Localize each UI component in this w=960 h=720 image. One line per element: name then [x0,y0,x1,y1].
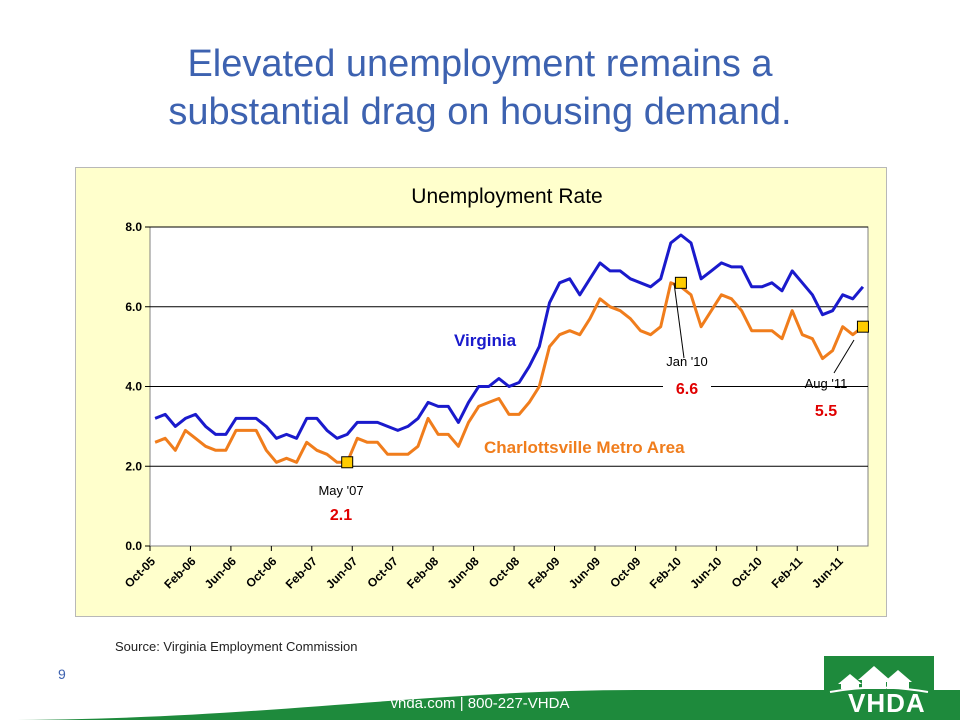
annotation-marker [341,456,354,469]
x-tick-label: Feb-08 [404,554,441,591]
footer-bar [0,690,960,720]
vhda-logo-text: VHDA [848,688,926,718]
x-tick-label: Oct-10 [729,554,766,591]
x-tick-label: Jun-07 [323,554,360,591]
x-tick-label: Oct-09 [607,554,644,591]
annotation-leader [673,282,685,359]
vhda-house-icon [824,656,934,716]
y-tick-label: 6.0 [125,300,142,314]
slide-title-line2: substantial drag on housing demand. [168,91,792,133]
x-tick-label: Jun-09 [566,554,603,591]
y-tick-label: 0.0 [125,539,142,553]
annotation-marker [674,276,687,289]
series-label-charlottesville: Charlottsville Metro Area [484,438,685,457]
annotation-label: May '07 [318,483,363,498]
y-tick-label: 8.0 [125,220,142,234]
x-tick-label: Oct-06 [243,554,280,591]
annotation-value: 5.5 [815,403,837,420]
footer-contact[interactable]: vhda.com | 800-227-VHDA [390,695,570,712]
x-tick-label: Feb-09 [525,554,562,591]
series-line-charlottsville-metro-area [154,281,864,464]
annotation-value-bg [317,504,365,524]
annotation-value: 6.6 [676,381,698,398]
footer-green-band [0,690,960,720]
annotation-value-bg [663,378,711,398]
x-tick-label: Jun-10 [687,554,724,591]
annotation-label: Jan '10 [666,354,708,369]
x-tick-label: Feb-10 [647,554,684,591]
annotation-marker [856,320,869,333]
x-tick-label: Feb-07 [283,554,320,591]
annotation-label: Aug '11 [805,376,848,391]
annotation-value-bg [802,400,850,420]
x-tick-label: Oct-08 [486,554,523,591]
chart-frame: Unemployment Rate 0.0 2.0 4.0 6.0 8.0 Oct-05 Fe… [75,167,887,617]
series-label-virginia: Virginia [454,331,517,350]
chart-title: Unemployment Rate [411,185,602,208]
x-tick-label: Jun-06 [202,554,239,591]
x-tick-label: Feb-06 [161,554,198,591]
y-tick-label: 4.0 [125,380,142,394]
x-tick-label: Jun-11 [809,554,846,591]
series-line-virginia [154,233,865,440]
annotation-leader [833,339,855,374]
x-tick-label: Oct-05 [122,554,159,591]
x-tick-label: Feb-11 [769,554,806,591]
page-number: 9 [58,666,66,682]
slide-title-line1: Elevated unemployment remains a [187,43,773,85]
x-tick-label: Jun-08 [444,554,481,591]
x-tick-label: Oct-07 [365,554,402,591]
slide-title: Elevated unemployment remains a substant… [40,40,920,136]
annotation-value: 2.1 [330,507,352,524]
source-note: Source: Virginia Employment Commission [115,639,358,654]
y-tick-label: 2.0 [125,459,142,473]
